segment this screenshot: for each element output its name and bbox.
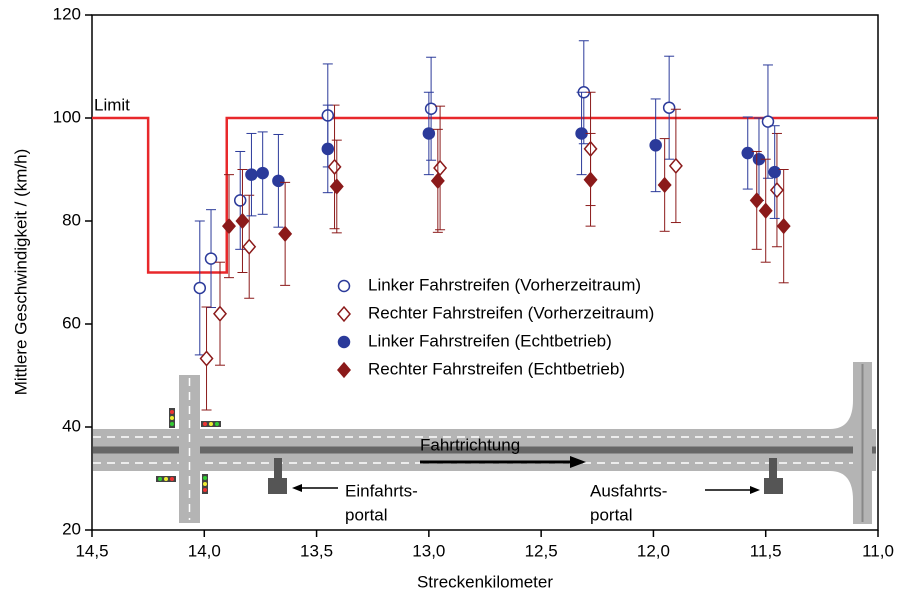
point: [279, 227, 291, 241]
point: [322, 143, 333, 154]
point: [235, 195, 246, 206]
annotation: portal: [345, 505, 388, 524]
y-tick-label: 20: [62, 519, 81, 538]
x-tick-label: 13,5: [300, 541, 333, 560]
legend-label: Linker Fahrstreifen (Vorherzeitraum): [368, 275, 641, 294]
x-tick-label: 14,0: [188, 541, 221, 560]
x-tick-label: 11,5: [750, 541, 782, 560]
point: [201, 352, 213, 366]
chart: Fahrtrichtung Einfahrts- portal Ausfahrt…: [0, 0, 898, 603]
point: [194, 282, 205, 293]
point: [650, 140, 661, 151]
point: [214, 307, 226, 321]
point: [434, 161, 446, 175]
annotation: Ausfahrts-: [590, 481, 667, 500]
x-axis-label: Streckenkilometer: [417, 572, 553, 591]
point: [432, 174, 444, 188]
point: [223, 219, 235, 233]
annotation: portal: [590, 505, 633, 524]
legend-label: Rechter Fahrstreifen (Vorherzeitraum): [368, 303, 654, 322]
x-tick-label: 13,0: [412, 541, 445, 560]
point: [257, 168, 268, 179]
x-tick-label: 12,0: [637, 541, 670, 560]
point: [670, 159, 682, 173]
point: [778, 219, 790, 233]
point: [329, 160, 341, 174]
point: [751, 193, 763, 207]
point: [206, 253, 217, 264]
point: [243, 240, 255, 254]
limit-label: Limit: [94, 95, 130, 114]
y-axis-label: Mittlere Geschwindigkeit / (km/h): [11, 149, 30, 396]
point: [423, 128, 434, 139]
x-tick-label: 12,5: [525, 541, 558, 560]
y-tick-label: 80: [62, 210, 81, 229]
x-tick-label: 14,5: [75, 541, 108, 560]
point: [664, 102, 675, 113]
point: [273, 175, 284, 186]
legend-label: Rechter Fahrstreifen (Echtbetrieb): [368, 359, 625, 378]
annotation: Einfahrts-: [345, 481, 418, 500]
annotation: Fahrtrichtung: [420, 435, 520, 454]
y-tick-label: 120: [53, 4, 81, 23]
point: [576, 128, 587, 139]
point: [331, 179, 343, 193]
point: [771, 183, 783, 197]
point: [760, 204, 772, 218]
road-diagram: Fahrtrichtung Einfahrts- portal Ausfahrt…: [93, 362, 876, 524]
point: [659, 178, 671, 192]
point: [426, 103, 437, 114]
y-tick-label: 60: [62, 313, 81, 332]
legend-label: Linker Fahrstreifen (Echtbetrieb): [368, 331, 612, 350]
point: [742, 148, 753, 159]
legend-marker: [339, 281, 350, 292]
y-tick-label: 40: [62, 416, 81, 435]
legend-marker: [339, 337, 350, 348]
point: [246, 169, 257, 180]
point: [769, 167, 780, 178]
y-tick-label: 100: [53, 107, 81, 126]
x-tick-label: 11,0: [862, 541, 894, 560]
